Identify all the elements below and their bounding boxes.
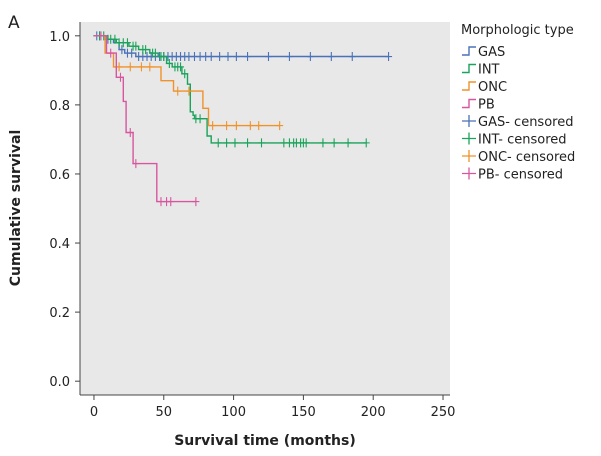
censor-mark-gas [118, 45, 126, 55]
legend-label-gas: GAS [478, 45, 505, 60]
y-ticks: 0.0 0.2 0.4 0.6 0.8 1.0 [49, 30, 80, 390]
censor-mark-onc [126, 62, 134, 72]
x-tick-label: 50 [156, 405, 173, 420]
censor-mark-pb [126, 128, 134, 138]
censor-mark-gas [216, 52, 224, 62]
legend-swatch-gas [462, 46, 476, 56]
censor-mark-gas [207, 52, 215, 62]
legend-title: Morphologic type [461, 23, 574, 38]
censor-mark-onc [137, 62, 145, 72]
legend-label-pb-censored: PB- censored [478, 168, 563, 183]
panel-label: A [8, 13, 20, 33]
censor-mark-int [177, 62, 185, 72]
censor-mark-pb [97, 31, 105, 41]
censor-mark-onc [232, 121, 240, 131]
legend-label-int: INT [478, 63, 500, 78]
y-tick-label: 0.2 [49, 306, 70, 321]
censor-mark-int [142, 45, 150, 55]
censor-mark-pb [116, 72, 124, 82]
y-tick-label: 0.4 [49, 237, 70, 252]
legend-swatch-int [462, 63, 476, 74]
x-tick-label: 0 [90, 405, 98, 420]
censor-mark-onc [255, 121, 263, 131]
y-tick-label: 0.8 [49, 99, 70, 114]
legend-swatch-onc [462, 81, 476, 91]
censor-mark-int [151, 48, 159, 58]
series-layer [93, 31, 393, 207]
censor-mark-gas [244, 52, 252, 62]
legend-swatch-int-censored [462, 132, 476, 145]
series-line-int [94, 35, 367, 144]
censor-mark-int [160, 52, 168, 62]
y-tick-label: 1.0 [49, 30, 70, 45]
censor-mark-int [302, 138, 310, 148]
censor-mark-pb [107, 48, 115, 58]
legend-label-onc: ONC [478, 80, 507, 95]
legend-swatch-pb [462, 98, 476, 109]
x-ticks: 0 50 100 150 200 250 [90, 395, 456, 420]
x-tick-label: 200 [361, 405, 386, 420]
legend-swatch-pb-censored [462, 167, 476, 180]
censor-mark-int [319, 138, 327, 148]
censor-mark-int [196, 114, 204, 124]
series-int [94, 31, 370, 148]
legend-label-pb: PB [478, 98, 495, 113]
censor-mark-int [330, 138, 338, 148]
y-axis-title: Cumulative survival [8, 130, 24, 287]
plot-area [80, 22, 450, 395]
censor-mark-onc [246, 121, 254, 131]
axes [79, 22, 450, 396]
censor-mark-gas [232, 52, 240, 62]
censor-mark-int [123, 38, 131, 48]
censor-mark-pb [192, 197, 200, 207]
censor-mark-int [258, 138, 266, 148]
censor-mark-gas [385, 52, 393, 62]
censor-mark-int [165, 58, 173, 68]
censor-mark-int [223, 138, 231, 148]
censor-mark-int [244, 138, 252, 148]
censor-mark-int [362, 138, 370, 148]
legend-swatch-gas-censored [462, 115, 476, 127]
legend-label-onc-censored: ONC- censored [478, 150, 575, 165]
censor-mark-int [214, 138, 222, 148]
legend-label-gas-censored: GAS- censored [478, 115, 573, 130]
censor-mark-int [231, 138, 239, 148]
x-tick-label: 250 [431, 405, 456, 420]
censor-mark-onc [209, 121, 217, 131]
legend-label-int-censored: INT- censored [478, 133, 567, 148]
censor-mark-int [111, 34, 119, 44]
x-tick-label: 150 [291, 405, 316, 420]
censor-mark-gas [306, 52, 314, 62]
y-tick-label: 0.0 [49, 375, 70, 390]
censor-mark-gas [224, 52, 232, 62]
x-axis-title: Survival time (months) [174, 433, 356, 449]
censor-mark-gas [327, 52, 335, 62]
censor-mark-onc [146, 62, 154, 72]
censor-mark-gas [285, 52, 293, 62]
censor-mark-onc [174, 86, 182, 96]
censor-mark-pb [132, 159, 140, 169]
censor-mark-int [344, 138, 352, 148]
series-pb [94, 31, 200, 207]
censor-mark-onc [185, 86, 193, 96]
censor-mark-gas [264, 52, 272, 62]
legend-swatch-onc-censored [462, 150, 476, 162]
censor-mark-int [132, 41, 140, 51]
censor-mark-pb [167, 197, 175, 207]
legend: Morphologic type GAS INT ONC PB GAS- censore… [461, 23, 575, 183]
censor-mark-onc [276, 121, 284, 131]
censor-mark-onc [223, 121, 231, 131]
censor-mark-gas [128, 48, 136, 58]
y-tick-label: 0.6 [49, 168, 70, 183]
censor-mark-gas [348, 52, 356, 62]
censor-mark-int [181, 69, 189, 79]
x-tick-label: 100 [221, 405, 246, 420]
